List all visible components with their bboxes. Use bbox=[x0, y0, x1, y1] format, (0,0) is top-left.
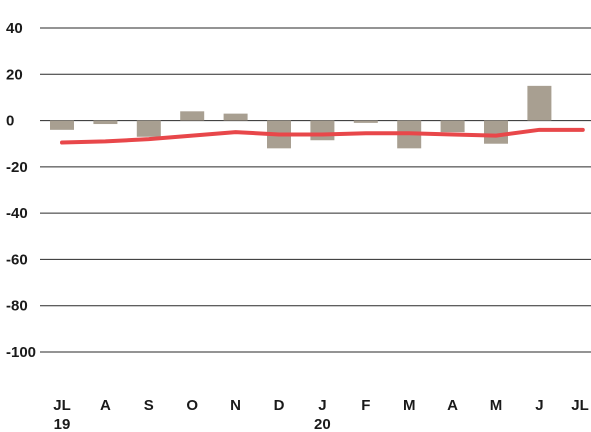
y-axis-tick-labels: 40 20 0 -20 -40 -60 -80 -100 bbox=[6, 20, 36, 361]
x-axis-tick-labels: JL 19 A S O N D J 20 F M A M J JL bbox=[53, 397, 589, 432]
bar bbox=[93, 120, 118, 125]
bar bbox=[310, 120, 335, 141]
y-tick-label: -40 bbox=[6, 205, 28, 222]
x-tick-year-label: 20 bbox=[314, 416, 331, 432]
y-tick-label: 20 bbox=[6, 66, 23, 83]
gridlines bbox=[40, 27, 591, 353]
x-tick-label: JL bbox=[571, 397, 589, 414]
x-tick-label: O bbox=[186, 397, 198, 414]
x-tick-label: A bbox=[447, 397, 458, 414]
bar bbox=[440, 120, 465, 133]
y-tick-label: -60 bbox=[6, 251, 28, 268]
line-series bbox=[60, 127, 585, 145]
bar bbox=[180, 111, 205, 121]
x-tick-year-label: 19 bbox=[54, 416, 71, 432]
x-tick-label: F bbox=[361, 397, 370, 414]
line-series-path bbox=[60, 127, 585, 145]
y-tick-label: -20 bbox=[6, 159, 28, 176]
bar bbox=[484, 120, 508, 144]
y-tick-label: 0 bbox=[6, 113, 14, 130]
x-tick-label: M bbox=[490, 397, 503, 414]
x-tick-label: A bbox=[100, 397, 111, 414]
y-tick-label: 40 bbox=[6, 20, 23, 37]
x-tick-label: JL bbox=[53, 397, 71, 414]
x-tick-label: D bbox=[274, 397, 285, 414]
bar bbox=[527, 85, 552, 121]
x-tick-label: S bbox=[144, 397, 154, 414]
y-tick-label: -100 bbox=[6, 344, 36, 361]
x-tick-label: J bbox=[318, 397, 326, 414]
bar bbox=[223, 113, 248, 121]
bar bbox=[50, 120, 74, 130]
bar bbox=[353, 120, 378, 123]
bar bbox=[136, 120, 161, 137]
x-tick-label: N bbox=[230, 397, 241, 414]
y-tick-label: -80 bbox=[6, 298, 28, 315]
x-tick-label: M bbox=[403, 397, 416, 414]
x-tick-label: J bbox=[535, 397, 543, 414]
